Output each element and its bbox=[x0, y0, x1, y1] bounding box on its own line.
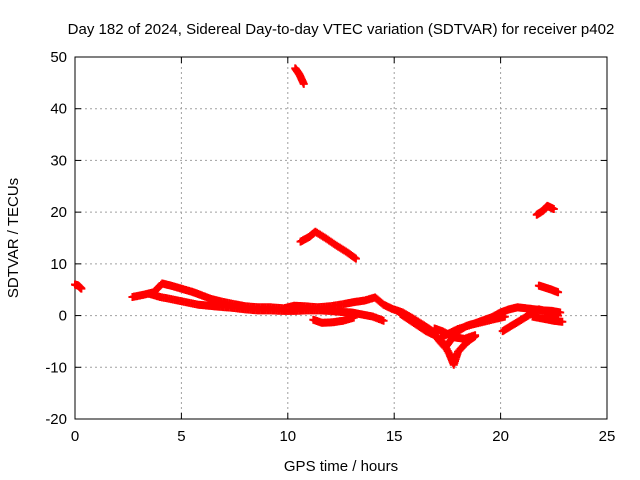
data-point-marker bbox=[471, 331, 480, 340]
plot-frame bbox=[74, 56, 608, 420]
y-tick-label: 40 bbox=[50, 101, 67, 118]
y-tick-label: 20 bbox=[50, 204, 67, 221]
y-tick-label: -10 bbox=[45, 359, 67, 376]
data-point-marker bbox=[500, 312, 509, 321]
x-tick-label: 20 bbox=[492, 428, 509, 445]
y-tick-label: 50 bbox=[50, 49, 67, 66]
y-axis-label: SDTVAR / TECUs bbox=[5, 178, 22, 298]
data-points bbox=[71, 64, 567, 369]
data-point-marker bbox=[299, 79, 308, 88]
x-tick-label: 5 bbox=[177, 428, 185, 445]
x-axis-label: GPS time / hours bbox=[284, 458, 398, 475]
x-tick-label: 25 bbox=[599, 428, 616, 445]
y-tick-labels: -20 -10 0 10 20 30 40 50 bbox=[45, 49, 67, 428]
data-point-marker bbox=[379, 316, 388, 325]
x-tick-labels: 0 5 10 15 20 25 bbox=[71, 428, 616, 445]
axis-ticks bbox=[74, 56, 608, 420]
data-point-marker bbox=[558, 317, 567, 326]
y-tick-label: -20 bbox=[45, 411, 67, 428]
x-tick-label: 15 bbox=[386, 428, 403, 445]
data-point-marker bbox=[549, 205, 558, 214]
data-point-marker bbox=[351, 254, 360, 263]
y-tick-label: 0 bbox=[59, 308, 67, 325]
chart-title: Day 182 of 2024, Sidereal Day-to-day VTE… bbox=[68, 21, 615, 38]
y-tick-label: 10 bbox=[50, 256, 67, 273]
data-point-marker bbox=[554, 288, 563, 297]
grid-lines bbox=[75, 57, 607, 419]
x-tick-label: 0 bbox=[71, 428, 79, 445]
data-point-marker bbox=[349, 313, 358, 322]
y-tick-label: 30 bbox=[50, 152, 67, 169]
data-point-marker bbox=[77, 284, 86, 293]
x-tick-label: 10 bbox=[279, 428, 296, 445]
